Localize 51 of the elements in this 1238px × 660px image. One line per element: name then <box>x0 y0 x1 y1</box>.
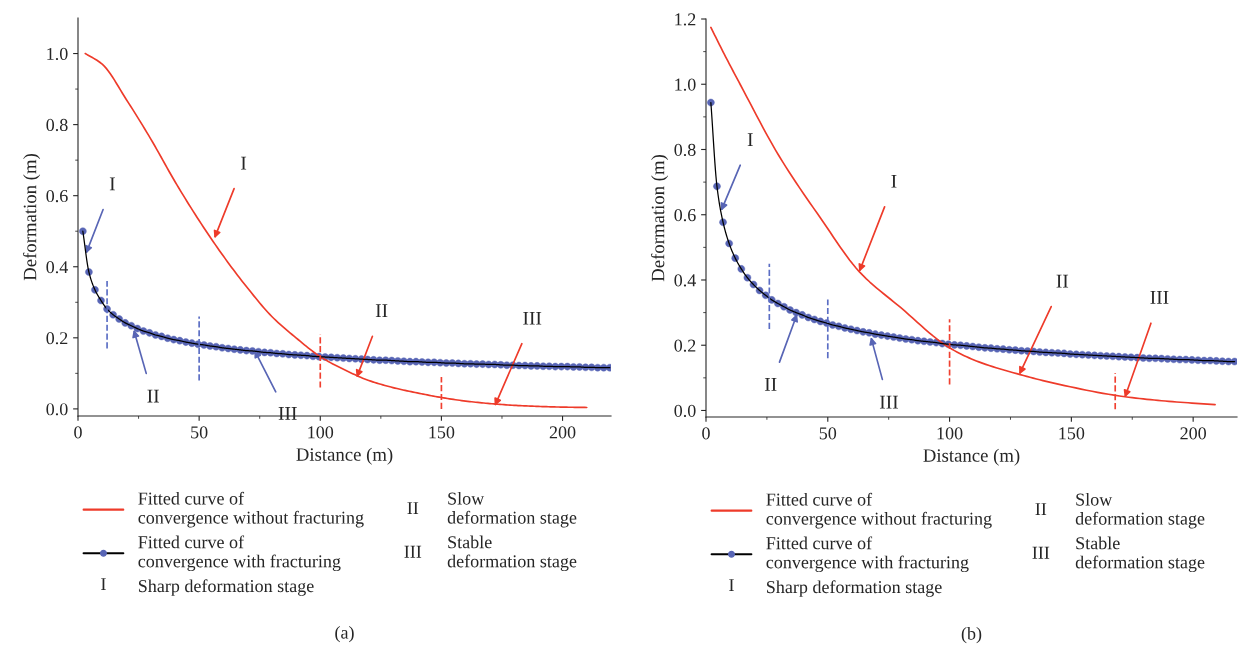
y-axis-title: Deformation (m) <box>22 154 41 281</box>
x-axis-title: Distance (m) <box>296 447 393 465</box>
annotation: I <box>109 177 115 191</box>
annotation: II <box>147 389 159 403</box>
y-tick-label: 1.0 <box>47 47 68 61</box>
annotation: II <box>1056 274 1069 288</box>
annotation: III <box>278 407 297 420</box>
y-tick-label: 1.0 <box>675 78 696 91</box>
annotation: I <box>891 174 897 188</box>
x-tick-label: 200 <box>549 426 576 439</box>
x-tick-label: 200 <box>1180 427 1207 440</box>
legend-label: Fitted curve of convergence with fracturing <box>138 535 341 572</box>
y-tick-label: 0.6 <box>674 209 696 222</box>
text: I Sharp deformation stage <box>101 578 314 596</box>
x-tick-label: 100 <box>937 427 963 440</box>
y-tick-label: 0.8 <box>674 143 696 157</box>
y-tick-label: 0.8 <box>46 118 68 132</box>
annotation: III <box>1150 291 1169 304</box>
y-tick-label: 0.6 <box>46 189 68 203</box>
legend-label: Fitted curve of convergence without fracturing <box>766 492 992 529</box>
x-tick-label: 150 <box>1059 427 1085 440</box>
annotation: III <box>523 311 542 325</box>
text: III Stable deformation stage <box>1032 536 1205 573</box>
y-tick-label: 0.4 <box>674 274 696 287</box>
text: III Stable deformation stage <box>404 535 577 572</box>
text: I Sharp deformation stage <box>729 579 942 597</box>
x-tick-label: 50 <box>819 427 837 440</box>
text: II Slow deformation stage <box>407 491 577 528</box>
annotation: III <box>879 395 898 409</box>
legend-label: Fitted curve of convergence with fracturing <box>766 536 969 573</box>
annotation: II <box>764 378 777 391</box>
x-tick-label: 100 <box>308 426 334 439</box>
annotation: I <box>241 156 247 170</box>
x-axis-title: Distance (m) <box>923 448 1020 466</box>
annotation: II <box>375 304 388 318</box>
annotation: I <box>747 133 753 147</box>
x-tick-label: 0 <box>702 427 710 440</box>
x-tick-label: 150 <box>429 426 455 439</box>
y-tick-label: 0.0 <box>46 403 68 416</box>
y-tick-label: 0.0 <box>674 404 696 417</box>
y-tick-label: 0.4 <box>46 261 68 274</box>
y-tick-label: 0.2 <box>674 339 696 352</box>
legend-label: Fitted curve of convergence without fracturing <box>138 491 364 528</box>
x-tick-label: 50 <box>191 426 208 439</box>
text: (a) <box>335 625 354 643</box>
y-axis-title: Deformation (m) <box>650 155 669 282</box>
text: (b) <box>961 626 982 644</box>
y-tick-label: 0.2 <box>46 332 68 345</box>
text: II Slow deformation stage <box>1035 492 1205 529</box>
x-tick-label: 0 <box>74 426 82 439</box>
y-tick-label: 1.2 <box>675 13 696 26</box>
